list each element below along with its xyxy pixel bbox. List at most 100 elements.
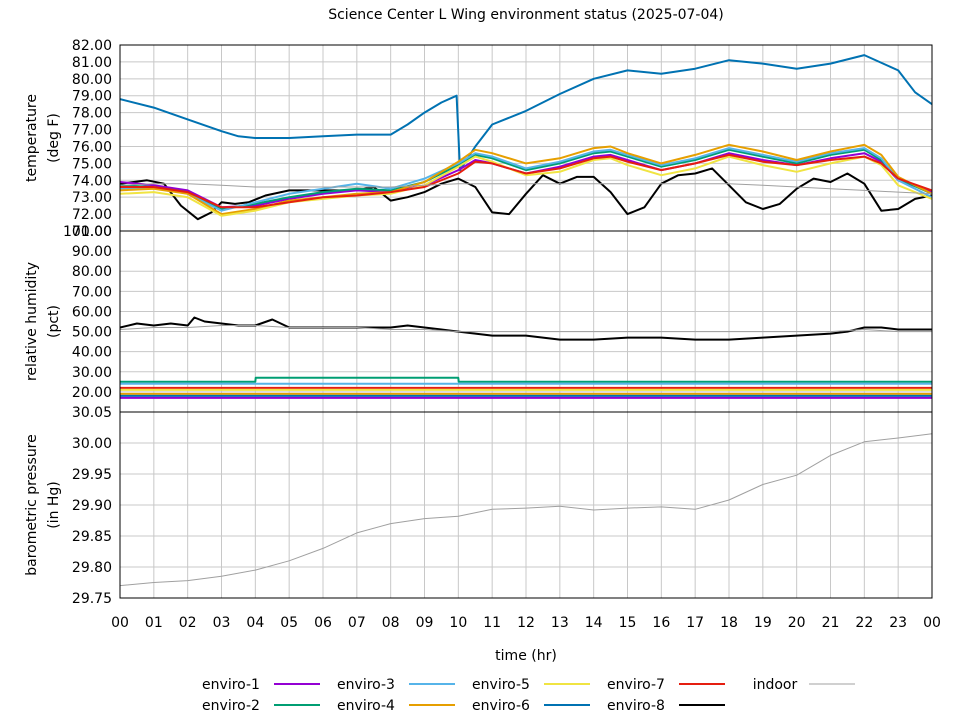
x-tick-label: 00 (923, 615, 941, 631)
legend-label: enviro-4 (337, 698, 395, 714)
legend-item-enviro-5: enviro-5 (472, 677, 590, 693)
y-axis-label: (pct) (46, 305, 62, 338)
panel-series (120, 433, 932, 587)
y-tick-label: 76.00 (72, 139, 112, 155)
legend-label: enviro-6 (472, 698, 530, 714)
legend-item-enviro-8: enviro-8 (607, 698, 725, 714)
x-tick-label: 04 (246, 615, 264, 631)
y-tick-label: 29.90 (72, 498, 112, 514)
chart-title: Science Center L Wing environment status… (328, 7, 724, 23)
legend-label: enviro-1 (202, 677, 260, 693)
x-tick-label: 12 (517, 615, 535, 631)
y-tick-label: 29.95 (72, 467, 112, 483)
chart-panels: 72.0073.0074.0075.0076.0077.0078.0079.00… (24, 38, 941, 631)
x-tick-label: 11 (483, 615, 501, 631)
y-tick-label: 29.80 (72, 560, 112, 576)
x-tick-label: 17 (686, 615, 704, 631)
legend-label: enviro-8 (607, 698, 665, 714)
x-tick-label: 13 (551, 615, 569, 631)
legend-item-enviro-7: enviro-7 (607, 677, 725, 693)
series-line-indoor (120, 325, 932, 333)
x-tick-label: 09 (416, 615, 434, 631)
legend-item-enviro-6: enviro-6 (472, 698, 590, 714)
x-tick-label: 05 (280, 615, 298, 631)
y-tick-label: 40.00 (72, 345, 112, 361)
x-tick-label: 10 (449, 615, 467, 631)
x-tick-label: 23 (889, 615, 907, 631)
legend-item-enviro-2: enviro-2 (202, 698, 320, 714)
y-tick-label: 71.00 (72, 224, 112, 240)
x-tick-label: 14 (585, 615, 603, 631)
panel-temperature: 72.0073.0074.0075.0076.0077.0078.0079.00… (24, 38, 933, 240)
y-tick-label: 70.00 (72, 284, 112, 300)
series-line-enviro-3 (120, 147, 932, 212)
y-tick-label: 80.00 (72, 264, 112, 280)
x-tick-label: 19 (754, 615, 772, 631)
x-tick-label: 22 (855, 615, 873, 631)
x-tick-label: 07 (348, 615, 366, 631)
x-tick-label: 06 (314, 615, 332, 631)
x-tick-label: 16 (652, 615, 670, 631)
x-tick-label: 08 (382, 615, 400, 631)
x-tick-label: 18 (720, 615, 738, 631)
panel-frame (119, 411, 933, 599)
x-tick-label: 00 (111, 615, 129, 631)
y-tick-label: 73.00 (72, 190, 112, 206)
y-axis-label: relative humidity (24, 262, 40, 381)
legend-item-enviro-3: enviro-3 (337, 677, 455, 693)
y-tick-label: 29.85 (72, 529, 112, 545)
x-tick-labels: 00 01 02 03 04 05 06 07 08 09 10 11 12 13 14 15 16 17 18 19… (111, 615, 941, 631)
chart-legend: enviro-1 enviro-2 enviro-3 enviro-4 enviro-5… (202, 677, 855, 714)
series-line-enviro-2 (120, 148, 932, 210)
panel-series (120, 54, 932, 221)
legend-label: enviro-2 (202, 698, 260, 714)
x-axis-label: time (hr) (495, 648, 557, 664)
y-axis-label: temperature (24, 94, 40, 182)
y-tick-label: 50.00 (72, 325, 112, 341)
legend-item-indoor: indoor (753, 677, 855, 693)
y-tick-label: 79.00 (72, 89, 112, 105)
y-tick-label: 81.00 (72, 55, 112, 71)
legend-label: indoor (753, 677, 798, 693)
y-tick-label: 80.00 (72, 72, 112, 88)
x-tick-label: 20 (788, 615, 806, 631)
legend-label: enviro-7 (607, 677, 665, 693)
legend-item-enviro-4: enviro-4 (337, 698, 455, 714)
panel-humidity: 20.00 30.00 40.00 50.00 60.00 70.00 80.00 90.00… (24, 224, 933, 413)
series-line-indoor (120, 183, 932, 195)
x-tick-label: 15 (619, 615, 637, 631)
y-tick-label: 20.00 (72, 385, 112, 401)
y-tick-label: 78.00 (72, 106, 112, 122)
y-tick-label: 30.00 (72, 365, 112, 381)
x-tick-label: 01 (145, 615, 163, 631)
y-axis-label: (deg F) (46, 113, 62, 163)
series-line-enviro-7 (120, 153, 932, 209)
series-line-enviro-5 (120, 155, 932, 217)
y-tick-label: 75.00 (72, 156, 112, 172)
x-tick-label: 03 (213, 615, 231, 631)
series-line-enviro-8 (120, 167, 932, 221)
x-tick-label: 02 (179, 615, 197, 631)
legend-item-enviro-1: enviro-1 (202, 677, 320, 693)
panel-series (120, 316, 932, 399)
y-tick-label: 60.00 (72, 304, 112, 320)
y-tick-label: 90.00 (72, 244, 112, 260)
y-tick-label: 100.00 (63, 224, 112, 240)
y-tick-label: 30.05 (72, 405, 112, 421)
y-tick-label: 30.00 (72, 436, 112, 452)
legend-label: enviro-5 (472, 677, 530, 693)
panel-pressure: 29.75 29.80 29.85 29.90 29.95 30.00 30.05 barom… (24, 405, 933, 607)
y-tick-label: 77.00 (72, 123, 112, 139)
x-tick-label: 21 (822, 615, 840, 631)
y-tick-label: 74.00 (72, 173, 112, 189)
y-tick-label: 82.00 (72, 38, 112, 54)
y-axis-label: (in Hg) (46, 481, 62, 529)
y-axis-label: barometric pressure (24, 434, 40, 575)
y-tick-label: 72.00 (72, 207, 112, 223)
series-line-enviro-6 (120, 54, 932, 172)
series-line-enviro-2 (120, 376, 932, 383)
legend-label: enviro-3 (337, 677, 395, 693)
y-tick-label: 29.75 (72, 591, 112, 607)
series-line-indoor (120, 433, 932, 587)
